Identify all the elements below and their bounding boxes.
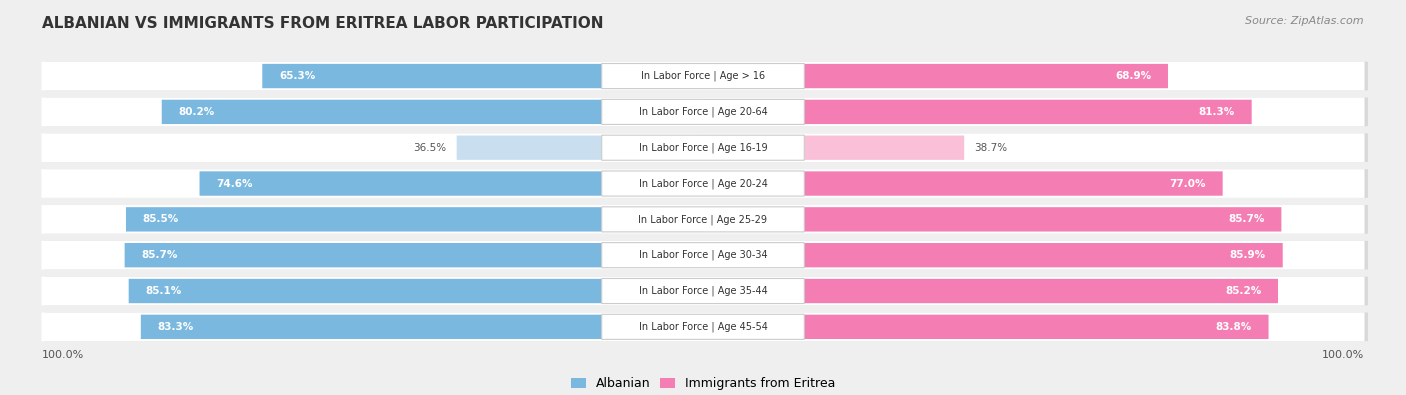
FancyBboxPatch shape <box>45 134 1368 162</box>
FancyBboxPatch shape <box>127 207 703 231</box>
Legend: Albanian, Immigrants from Eritrea: Albanian, Immigrants from Eritrea <box>565 372 841 395</box>
Text: 80.2%: 80.2% <box>179 107 215 117</box>
FancyBboxPatch shape <box>263 64 703 88</box>
FancyBboxPatch shape <box>45 98 1368 126</box>
FancyBboxPatch shape <box>42 134 1364 162</box>
Text: 100.0%: 100.0% <box>42 350 84 361</box>
Text: Source: ZipAtlas.com: Source: ZipAtlas.com <box>1246 16 1364 26</box>
Text: In Labor Force | Age 30-34: In Labor Force | Age 30-34 <box>638 250 768 260</box>
Text: 85.7%: 85.7% <box>1227 214 1264 224</box>
Text: 36.5%: 36.5% <box>413 143 447 153</box>
FancyBboxPatch shape <box>602 243 804 268</box>
FancyBboxPatch shape <box>200 171 703 196</box>
FancyBboxPatch shape <box>602 278 804 303</box>
Text: 74.6%: 74.6% <box>217 179 253 188</box>
FancyBboxPatch shape <box>703 207 1281 231</box>
FancyBboxPatch shape <box>45 205 1368 234</box>
FancyBboxPatch shape <box>602 64 804 88</box>
FancyBboxPatch shape <box>129 279 703 303</box>
Text: 83.8%: 83.8% <box>1215 322 1251 332</box>
FancyBboxPatch shape <box>602 100 804 124</box>
Text: In Labor Force | Age 20-64: In Labor Force | Age 20-64 <box>638 107 768 117</box>
FancyBboxPatch shape <box>42 276 1364 305</box>
FancyBboxPatch shape <box>42 169 1364 198</box>
FancyBboxPatch shape <box>457 135 703 160</box>
Text: In Labor Force | Age 20-24: In Labor Force | Age 20-24 <box>638 178 768 189</box>
Text: 83.3%: 83.3% <box>157 322 194 332</box>
Text: 85.2%: 85.2% <box>1225 286 1261 296</box>
FancyBboxPatch shape <box>141 315 703 339</box>
Text: 100.0%: 100.0% <box>1322 350 1364 361</box>
FancyBboxPatch shape <box>703 135 965 160</box>
FancyBboxPatch shape <box>125 243 703 267</box>
FancyBboxPatch shape <box>45 312 1368 341</box>
Text: 77.0%: 77.0% <box>1170 179 1206 188</box>
Text: 85.1%: 85.1% <box>146 286 181 296</box>
FancyBboxPatch shape <box>703 64 1168 88</box>
FancyBboxPatch shape <box>45 241 1368 269</box>
FancyBboxPatch shape <box>42 98 1364 126</box>
Text: 85.5%: 85.5% <box>143 214 179 224</box>
Text: 85.9%: 85.9% <box>1230 250 1265 260</box>
FancyBboxPatch shape <box>42 312 1364 341</box>
FancyBboxPatch shape <box>602 314 804 339</box>
Text: In Labor Force | Age 45-54: In Labor Force | Age 45-54 <box>638 322 768 332</box>
FancyBboxPatch shape <box>162 100 703 124</box>
FancyBboxPatch shape <box>703 171 1223 196</box>
FancyBboxPatch shape <box>703 100 1251 124</box>
Text: 68.9%: 68.9% <box>1115 71 1152 81</box>
Text: In Labor Force | Age 16-19: In Labor Force | Age 16-19 <box>638 143 768 153</box>
FancyBboxPatch shape <box>45 62 1368 90</box>
Text: 81.3%: 81.3% <box>1198 107 1234 117</box>
FancyBboxPatch shape <box>703 279 1278 303</box>
Text: 38.7%: 38.7% <box>974 143 1008 153</box>
FancyBboxPatch shape <box>602 135 804 160</box>
Text: ALBANIAN VS IMMIGRANTS FROM ERITREA LABOR PARTICIPATION: ALBANIAN VS IMMIGRANTS FROM ERITREA LABO… <box>42 16 603 31</box>
FancyBboxPatch shape <box>42 205 1364 234</box>
FancyBboxPatch shape <box>42 241 1364 269</box>
FancyBboxPatch shape <box>45 276 1368 305</box>
FancyBboxPatch shape <box>602 171 804 196</box>
Text: In Labor Force | Age 35-44: In Labor Force | Age 35-44 <box>638 286 768 296</box>
FancyBboxPatch shape <box>703 315 1268 339</box>
Text: In Labor Force | Age > 16: In Labor Force | Age > 16 <box>641 71 765 81</box>
Text: In Labor Force | Age 25-29: In Labor Force | Age 25-29 <box>638 214 768 225</box>
Text: 85.7%: 85.7% <box>142 250 179 260</box>
FancyBboxPatch shape <box>45 169 1368 198</box>
FancyBboxPatch shape <box>602 207 804 232</box>
FancyBboxPatch shape <box>42 62 1364 90</box>
FancyBboxPatch shape <box>703 243 1282 267</box>
Text: 65.3%: 65.3% <box>280 71 315 81</box>
